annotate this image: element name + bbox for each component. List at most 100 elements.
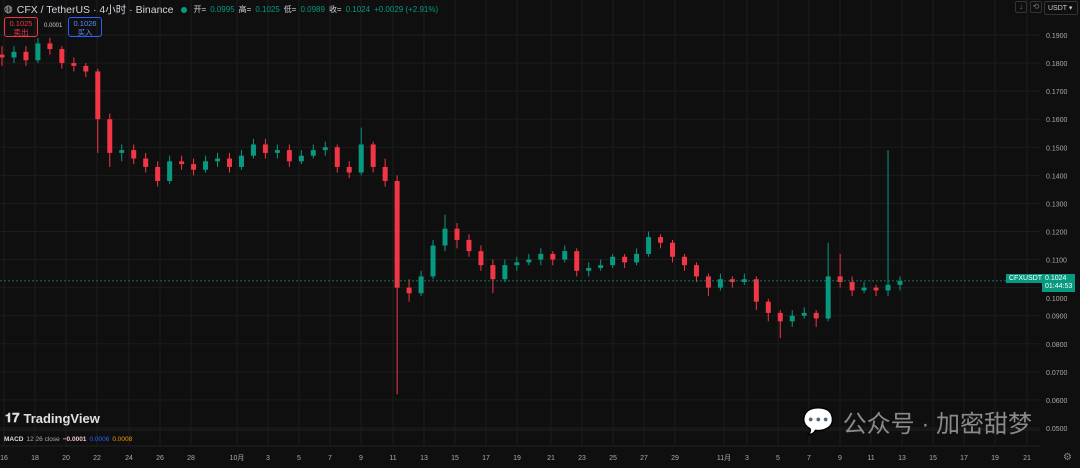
- symbol-badge: CFXUSDT: [1006, 274, 1046, 283]
- x-tick-label: 20: [62, 455, 70, 462]
- candle-body: [418, 276, 424, 294]
- price-axis[interactable]: 0.1900 0.1800 0.1700 0.1600 0.1500 0.1400 0.13…: [1046, 33, 1068, 433]
- macd-legend: MACD 12 26 close −0.0001 0.0006 0.0008: [4, 436, 132, 443]
- candle-body: [358, 144, 364, 173]
- candle-body: [646, 237, 652, 254]
- x-tick-label: 19: [513, 455, 521, 462]
- candle-body: [526, 259, 532, 263]
- candle-body: [765, 301, 771, 313]
- candle-body: [107, 119, 113, 153]
- x-tick-label: 13: [420, 455, 428, 462]
- watermark-text: 公众号 · 加密甜梦: [842, 411, 1032, 438]
- candle-body: [394, 180, 400, 288]
- sell-button[interactable]: 0.1025 卖出: [4, 17, 38, 37]
- y-tick-label: 0.1400: [1046, 173, 1068, 180]
- y-tick-label: 0.1500: [1046, 145, 1068, 152]
- candle-body: [574, 251, 580, 271]
- candle-body: [370, 144, 376, 167]
- y-tick-label: 0.1800: [1046, 61, 1068, 68]
- x-tick-label: 15: [451, 455, 459, 462]
- currency-select[interactable]: USDT ▾: [1044, 1, 1078, 15]
- arrow-down-icon[interactable]: ↓: [1015, 1, 1027, 13]
- x-tick-label: 26: [156, 455, 164, 462]
- candle-body: [885, 284, 891, 291]
- candle-body: [406, 287, 412, 294]
- candle-body: [238, 155, 244, 167]
- candle-body: [861, 287, 867, 291]
- candle-body: [681, 256, 687, 266]
- x-tick-label: 11: [867, 455, 874, 462]
- candle-body: [59, 49, 65, 64]
- candle-body: [837, 276, 843, 283]
- candle-body: [23, 51, 29, 61]
- candle-body: [693, 265, 699, 277]
- x-tick-label: 7: [328, 455, 332, 462]
- y-tick-label: 0.0500: [1046, 426, 1068, 433]
- last-price: 0.1024: [1045, 275, 1067, 282]
- x-tick-label: 28: [187, 455, 195, 462]
- candle-body: [562, 251, 568, 260]
- spread: 0.0001: [44, 23, 63, 29]
- buy-button[interactable]: 0.1026 买入: [68, 17, 102, 37]
- candle-body: [610, 256, 616, 266]
- y-tick-label: 0.1600: [1046, 117, 1068, 124]
- candle-body: [0, 54, 5, 58]
- candle-body: [310, 150, 316, 156]
- candle-body: [789, 315, 795, 322]
- open-label: 开=: [193, 5, 207, 14]
- candle-body: [813, 312, 819, 319]
- candle-body: [274, 150, 280, 153]
- candle-body: [538, 253, 544, 260]
- candle-body: [167, 161, 173, 181]
- buy-label: 买入: [77, 28, 93, 37]
- y-tick-label: 0.1700: [1046, 89, 1068, 96]
- candles: [0, 37, 1040, 395]
- tradingview-logo[interactable]: 𝟏𝟕 TradingView: [5, 410, 100, 426]
- close-value: 0.1024: [345, 5, 371, 14]
- x-tick-label: 23: [578, 455, 586, 462]
- last-price-badge: 0.1024 01:44:53: [1042, 274, 1076, 292]
- x-tick-label: 10月: [230, 454, 245, 462]
- x-tick-label: 25: [609, 455, 617, 462]
- x-tick-label: 19: [991, 455, 999, 462]
- candle-body: [262, 144, 268, 153]
- candle-body: [705, 276, 711, 288]
- y-tick-label: 0.1200: [1046, 229, 1068, 236]
- time-axis[interactable]: 16 18 20 22 24 26 28 10月 3 5 7 9 11 13 15 17 19 21 23 25 27 2…: [0, 454, 1031, 462]
- macd-label: MACD: [4, 436, 24, 443]
- candle-body: [801, 312, 807, 316]
- candle-body: [670, 242, 676, 257]
- x-tick-label: 24: [125, 455, 133, 462]
- symbol-icon: ◍: [4, 4, 13, 15]
- symbol-title[interactable]: CFX / TetherUS · 4小时 · Binance: [16, 4, 174, 16]
- x-tick-label: 21: [547, 455, 555, 462]
- candle-body: [334, 147, 340, 167]
- x-tick-label: 7: [807, 455, 811, 462]
- candle-body: [550, 253, 556, 260]
- refresh-icon[interactable]: ⟲: [1030, 1, 1042, 13]
- open-value: 0.0995: [210, 5, 235, 14]
- x-tick-label: 18: [31, 455, 39, 462]
- x-tick-label: 16: [0, 455, 8, 462]
- tradingview-logo-icon: 𝟏𝟕: [5, 410, 20, 425]
- y-tick-label: 0.1000: [1046, 296, 1068, 303]
- candle-body: [873, 287, 879, 291]
- candle-body: [11, 51, 17, 58]
- high-label: 高=: [238, 5, 252, 14]
- settings-icon[interactable]: ⚙: [1063, 452, 1072, 463]
- candle-body: [658, 237, 664, 243]
- candle-body: [322, 147, 328, 151]
- candle-body: [586, 267, 592, 271]
- time-axis-bg: [0, 446, 1080, 468]
- y-tick-label: 0.1100: [1046, 258, 1067, 265]
- y-tick-label: 0.1900: [1046, 33, 1068, 40]
- watermark: 💬 公众号 · 加密甜梦: [802, 404, 1032, 439]
- chart-header: ◍ CFX / TetherUS · 4小时 · Binance 开= 0.099…: [4, 2, 438, 17]
- candle-body: [454, 228, 460, 240]
- candle-body: [777, 312, 783, 322]
- candle-body: [502, 265, 508, 280]
- currency-value: USDT: [1048, 5, 1067, 12]
- candle-body: [131, 150, 137, 159]
